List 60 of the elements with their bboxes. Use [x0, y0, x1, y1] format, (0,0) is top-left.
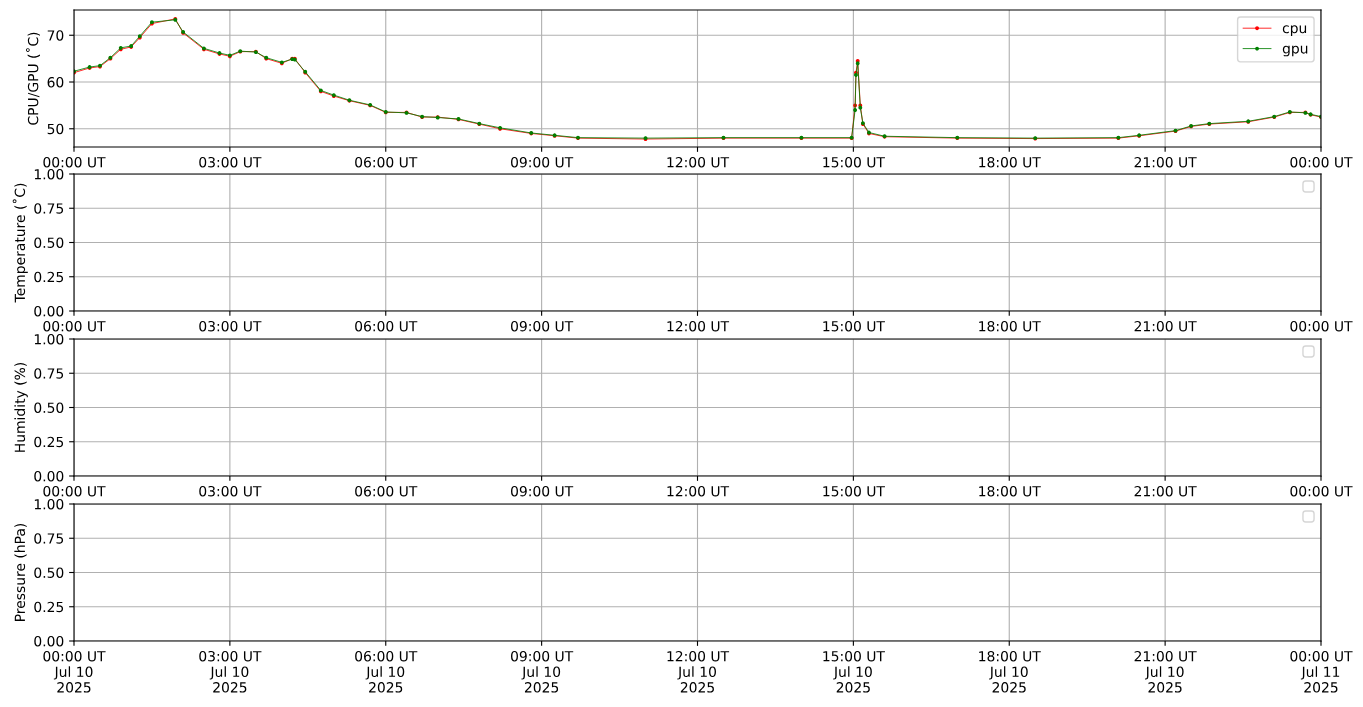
x-tick-label: 21:00 UT Jul 10 2025: [1134, 650, 1197, 693]
x-tick-label: 09:00 UT: [511, 156, 574, 168]
y-tick-label: 0.50: [34, 237, 64, 248]
x-tick-label: 09:00 UT: [511, 320, 574, 332]
x-tick-label: 21:00 UT: [1134, 485, 1197, 497]
y-axis-title: Pressure (hPa): [14, 523, 27, 621]
x-tick-label: 00:00 UT: [1290, 485, 1353, 497]
y-tick-label: 0.75: [34, 533, 64, 544]
x-tick-label: 18:00 UT: [979, 320, 1041, 332]
x-tick-label: 03:00 UT: [199, 485, 262, 497]
x-tick-label: 03:00 UT: [199, 156, 262, 168]
x-tick-label: 15:00 UT: [823, 156, 885, 168]
x-tick-label: 06:00 UT Jul 10 2025: [355, 650, 418, 693]
y-tick-label: 0.75: [34, 203, 64, 214]
y-tick-label: 1.00: [34, 333, 64, 345]
y-tick-label: 0.50: [34, 567, 64, 578]
y-tick-label: 50: [47, 123, 64, 135]
x-tick-label: 15:00 UT Jul 10 2025: [823, 650, 885, 693]
x-tick-label: 15:00 UT: [823, 485, 885, 497]
x-tick-label: 03:00 UT: [199, 320, 262, 332]
x-tick-label: 00:00 UT: [43, 485, 106, 497]
x-tick-label: 09:00 UT: [511, 485, 574, 497]
y-tick-label: 0.00: [34, 635, 64, 647]
x-tick-label: 00:00 UT: [1290, 320, 1353, 332]
legend-label: cpu: [1282, 25, 1307, 36]
y-tick-label: 0.50: [34, 402, 64, 413]
y-tick-label: 1.00: [34, 498, 64, 510]
x-tick-label: 21:00 UT: [1134, 156, 1197, 168]
x-tick-label: 00:00 UT: [1290, 156, 1353, 168]
x-tick-label: 12:00 UT: [667, 156, 730, 168]
x-tick-label: 12:00 UT: [667, 485, 730, 497]
y-tick-label: 1.00: [34, 168, 64, 180]
y-tick-label: 0.25: [34, 436, 64, 448]
x-tick-label: 18:00 UT: [979, 156, 1041, 168]
x-tick-label: 21:00 UT: [1134, 320, 1197, 332]
x-tick-label: 06:00 UT: [355, 320, 418, 332]
x-tick-label: 12:00 UT: [667, 320, 730, 332]
y-tick-label: 70: [47, 30, 64, 41]
y-tick-label: 0.25: [34, 271, 64, 283]
y-tick-label: 0.00: [34, 305, 64, 317]
x-tick-label: 18:00 UT Jul 10 2025: [979, 650, 1041, 693]
y-axis-title: Temperature (˚C): [12, 183, 28, 303]
x-tick-label: 06:00 UT: [355, 156, 418, 168]
y-tick-label: 60: [47, 76, 64, 88]
y-tick-label: 0.00: [34, 470, 64, 482]
x-tick-label: 18:00 UT: [979, 485, 1041, 497]
y-axis-title: CPU/GPU (˚C): [25, 32, 40, 125]
y-axis-title: Humidity (%): [14, 362, 28, 452]
y-tick-label: 0.75: [34, 368, 64, 379]
x-tick-label: 12:00 UT Jul 10 2025: [667, 650, 730, 693]
legend-label: gpu: [1282, 45, 1308, 57]
x-tick-label: 06:00 UT: [355, 485, 418, 497]
y-tick-label: 0.25: [34, 601, 64, 613]
x-tick-label: 09:00 UT Jul 10 2025: [511, 650, 574, 693]
x-tick-label: 00:00 UT Jul 11 2025: [1290, 650, 1353, 693]
x-tick-label: 00:00 UT: [43, 156, 106, 168]
x-tick-label: 03:00 UT Jul 10 2025: [199, 650, 262, 693]
x-tick-label: 00:00 UT: [43, 320, 106, 332]
x-tick-label: 15:00 UT: [823, 320, 885, 332]
x-tick-label: 00:00 UT Jul 10 2025: [43, 650, 106, 693]
